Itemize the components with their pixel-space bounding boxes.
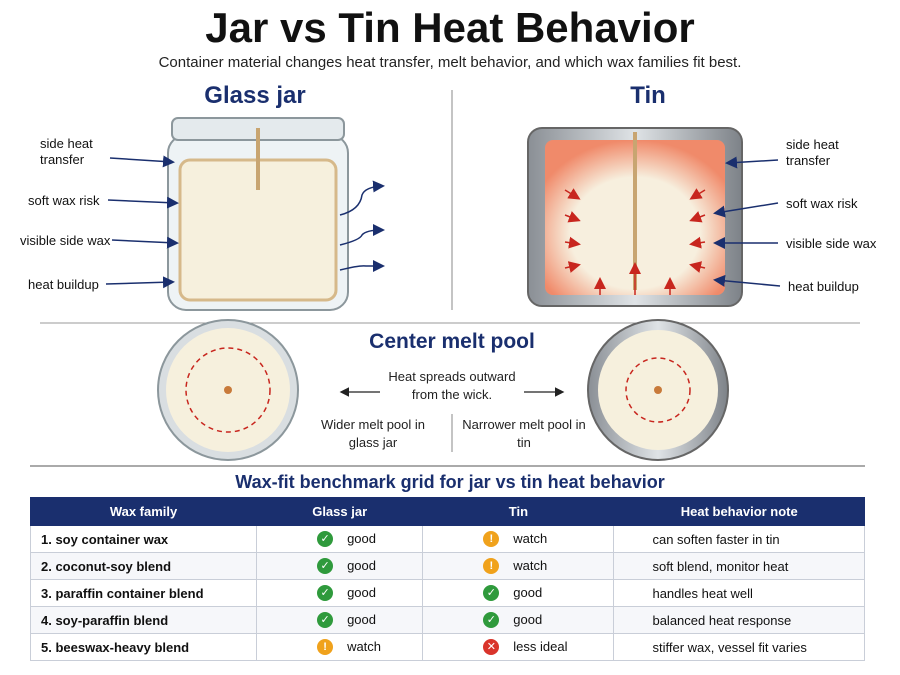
status-cell: ✓ good [422, 606, 615, 634]
header-row: Wax family Glass jar Tin Heat behavior note [29, 497, 865, 526]
tin-container [527, 127, 743, 307]
column-header: Glass jar [256, 497, 424, 526]
status-icon: ✕ [483, 639, 500, 656]
status-cell: ! watch [422, 525, 615, 553]
jar-label: side heat transfer [40, 136, 93, 167]
status-label: good [347, 530, 376, 546]
jar-label: heat buildup [28, 277, 99, 292]
jar-label: visible side wax [20, 233, 111, 248]
status-label: good [513, 611, 543, 627]
jar-arrows [105, 155, 385, 289]
status-icon: ! [483, 558, 500, 575]
column-header: Wax family [29, 497, 258, 526]
status-cell: ✓ good [256, 525, 424, 553]
status-label: watch [513, 530, 548, 546]
table-row: 1. soy container wax ✓ good! watch can softe… [29, 525, 865, 553]
status-icon: ✓ [483, 585, 500, 602]
status-cell: ✓ good [256, 552, 424, 580]
status-cell: ✓ good [256, 606, 424, 634]
status-cell: ✓ good [422, 579, 615, 607]
status-label: good [347, 584, 376, 600]
heat-note: soft blend, monitor heat [613, 552, 865, 580]
glass-jar [167, 117, 349, 311]
status-cell: ✓ good [256, 579, 424, 607]
tin-label: soft wax risk [786, 196, 858, 211]
table-row: 5. beeswax-heavy blend! watch ✕ less ideal s… [29, 633, 865, 661]
status-icon: ✓ [317, 531, 334, 548]
table-title: Wax-fit benchmark grid for jar vs tin he… [235, 472, 665, 492]
status-icon: ! [317, 639, 334, 656]
tin-label: heat buildup [788, 279, 859, 294]
wax-family: 4. soy-paraffin blend [29, 606, 258, 634]
status-icon: ✓ [317, 612, 334, 629]
wax-family: 5. beeswax-heavy blend [29, 633, 258, 661]
jar-top-view [157, 319, 299, 461]
status-label: less ideal [513, 638, 568, 654]
tin-label: side heat transfer [786, 137, 839, 168]
table-row: 2. coconut-soy blend ✓ good! watch soft blen… [29, 552, 865, 580]
status-label: good [513, 584, 543, 600]
wax-family: 3. paraffin container blend [29, 579, 258, 607]
status-icon: ✓ [317, 585, 334, 602]
status-cell: ! watch [422, 552, 615, 580]
status-cell: ✕ less ideal [422, 633, 615, 661]
status-icon: ✓ [317, 558, 334, 575]
status-label: good [347, 611, 376, 627]
melt-pool-note: Heat spreads outward from the wick. [388, 369, 516, 402]
heat-note: balanced heat response [613, 606, 865, 634]
tin-title: Tin [630, 82, 666, 109]
status-label: good [347, 557, 376, 573]
status-label: watch [513, 557, 548, 573]
jar-label: soft wax risk [28, 193, 100, 208]
table-row: 3. paraffin container blend ✓ good ✓ good han… [29, 579, 865, 607]
tin-label: visible side wax [786, 236, 877, 251]
column-header: Heat behavior note [613, 497, 865, 526]
status-cell: ! watch [256, 633, 424, 661]
status-label: watch [347, 638, 382, 654]
tin-arrows [713, 156, 781, 287]
benchmark-table: Wax family Glass jar Tin Heat behavior note… [29, 497, 865, 661]
title: Jar vs Tin Heat Behavior [205, 4, 695, 51]
status-icon: ! [483, 531, 500, 548]
status-icon: ✓ [483, 612, 500, 629]
wax-family: 1. soy container wax [29, 525, 258, 553]
jar-title: Glass jar [204, 82, 306, 109]
jar-caption: Wider melt pool in glass jar [320, 417, 426, 450]
heat-note: handles heat well [613, 579, 865, 607]
table-row: 4. soy-paraffin blend ✓ good ✓ good balanced … [29, 606, 865, 634]
tin-caption: Narrower melt pool in tin [462, 417, 586, 450]
wax-family: 2. coconut-soy blend [29, 552, 258, 580]
column-header: Tin [422, 497, 615, 526]
heat-note: can soften faster in tin [613, 525, 865, 553]
heat-note: stiffer wax, vessel fit varies [613, 633, 865, 661]
tin-top-view [587, 319, 729, 461]
subtitle: Container material changes heat transfer… [158, 54, 742, 71]
melt-pool-title: Center melt pool [369, 330, 535, 353]
